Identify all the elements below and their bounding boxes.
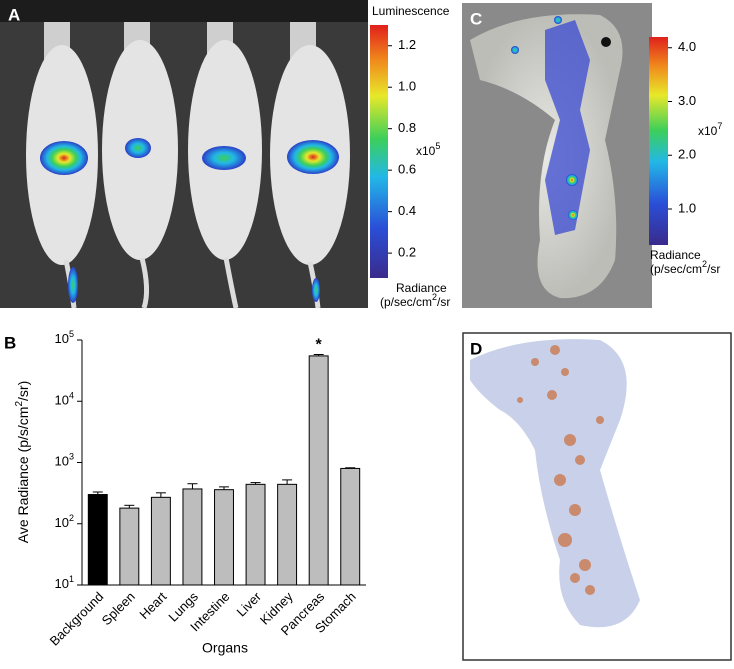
y-tick-label: 104 xyxy=(55,391,74,408)
bar xyxy=(340,467,361,586)
colorbar-title: Luminescence xyxy=(372,4,450,18)
tick-exponent: 4 xyxy=(69,391,74,401)
x-tick-label: Spleen xyxy=(99,589,138,628)
y-tick-label: 103 xyxy=(55,452,74,469)
colorbar xyxy=(649,37,668,245)
bar xyxy=(214,489,234,586)
y-tick-label: 101 xyxy=(55,574,74,591)
colorbar xyxy=(370,25,388,278)
y-label-part: Ave Radiance (p/s/cm xyxy=(15,407,31,544)
bar xyxy=(87,494,108,586)
histology-image xyxy=(462,332,732,661)
photo-pancreas xyxy=(462,3,652,308)
bar xyxy=(150,496,171,586)
colorbar-tick-label: 3.0 xyxy=(678,93,696,108)
unit-exponent: 2 xyxy=(432,292,437,302)
colorbar-tick-label: 1.0 xyxy=(398,79,416,94)
x-tick-label: Heart xyxy=(136,589,169,622)
colorbar-tick-label: 0.2 xyxy=(398,245,416,260)
colorbar-tick-label: 4.0 xyxy=(678,39,696,54)
multiplier-base: x10 xyxy=(698,124,718,138)
colorbar-tick-label: 1.2 xyxy=(398,37,416,52)
bar xyxy=(119,507,140,586)
y-label-exponent: 2 xyxy=(14,401,25,407)
panel-label: B xyxy=(4,333,16,352)
unit-part: /sr xyxy=(707,262,720,276)
y-tick-label: 102 xyxy=(55,513,74,530)
tick-exponent: 3 xyxy=(69,452,74,462)
colorbar-tick-label: 0.8 xyxy=(398,120,416,135)
annotation: * xyxy=(316,337,323,354)
photo-mice xyxy=(0,0,368,309)
tick-exponent: 5 xyxy=(69,329,74,339)
bar xyxy=(245,483,266,586)
colorbar-multiplier: x105 xyxy=(416,141,440,158)
tick-base: 10 xyxy=(55,331,69,346)
tick-exponent: 1 xyxy=(69,574,74,584)
tick-base: 10 xyxy=(55,515,69,530)
x-axis-label: Organs xyxy=(202,640,248,656)
multiplier-base: x10 xyxy=(416,144,436,158)
bar xyxy=(308,355,329,586)
tick-base: 10 xyxy=(55,393,69,408)
panel-label: A xyxy=(8,5,20,24)
colorbar-label: Radiance xyxy=(650,248,701,262)
unit-part: (p/sec/cm xyxy=(650,262,702,276)
tick-base: 10 xyxy=(55,454,69,469)
bar xyxy=(182,488,203,586)
colorbar-tick-label: 0.6 xyxy=(398,162,416,177)
multiplier-exponent: 5 xyxy=(435,141,440,151)
colorbar-unit: (p/sec/cm2/sr xyxy=(380,292,450,309)
panel-label: D xyxy=(470,339,482,358)
unit-exponent: 2 xyxy=(702,259,707,269)
colorbar-multiplier: x107 xyxy=(698,121,722,138)
colorbar-tick-label: 0.4 xyxy=(398,203,416,218)
unit-part: /sr xyxy=(437,295,450,309)
y-axis-label: Ave Radiance (p/s/cm2/sr) xyxy=(14,381,31,543)
colorbar-tick-label: 1.0 xyxy=(678,200,696,215)
y-label-part: /sr) xyxy=(15,381,31,401)
multiplier-exponent: 7 xyxy=(717,121,722,131)
panel-label: C xyxy=(470,9,482,28)
colorbar-label: Radiance xyxy=(396,281,447,295)
colorbar-tick-label: 2.0 xyxy=(678,147,696,162)
bar xyxy=(277,483,298,586)
y-tick-label: 105 xyxy=(55,329,74,346)
unit-part: (p/sec/cm xyxy=(380,295,432,309)
tick-exponent: 2 xyxy=(69,513,74,523)
tick-base: 10 xyxy=(55,576,69,591)
x-tick-label: Background xyxy=(47,589,107,649)
colorbar-unit: (p/sec/cm2/sr xyxy=(650,259,720,276)
